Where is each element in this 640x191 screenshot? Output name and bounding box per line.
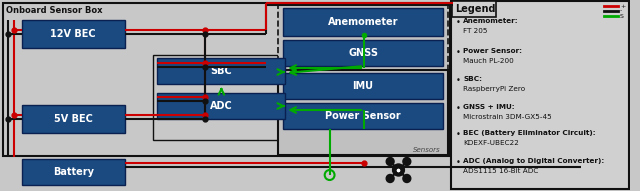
- Text: •: •: [456, 18, 460, 27]
- Circle shape: [386, 158, 394, 166]
- Text: 5V BEC: 5V BEC: [54, 114, 93, 124]
- Bar: [284, 103, 443, 129]
- Text: •: •: [456, 130, 460, 139]
- Text: Power Sensor: Power Sensor: [325, 111, 401, 121]
- Text: +: +: [620, 3, 625, 9]
- Bar: [3, 3, 450, 156]
- Bar: [278, 5, 448, 155]
- Text: SBC:: SBC:: [463, 76, 483, 82]
- Text: •: •: [456, 76, 460, 85]
- Circle shape: [403, 158, 411, 166]
- Bar: [284, 8, 443, 36]
- Text: 12V BEC: 12V BEC: [51, 29, 96, 39]
- Text: KDEXF-UBEC22: KDEXF-UBEC22: [463, 140, 519, 146]
- Text: RaspberryPi Zero: RaspberryPi Zero: [463, 86, 525, 92]
- Circle shape: [392, 164, 404, 176]
- Text: ADC: ADC: [210, 101, 233, 111]
- Text: Sensors: Sensors: [413, 147, 441, 153]
- Text: ADS1115 16-Bit ADC: ADS1115 16-Bit ADC: [463, 168, 539, 174]
- Bar: [152, 55, 291, 140]
- Text: -: -: [620, 9, 622, 14]
- Circle shape: [403, 175, 411, 182]
- Text: GNSS: GNSS: [348, 48, 378, 58]
- Text: Anemometer:: Anemometer:: [463, 18, 519, 24]
- Circle shape: [386, 175, 394, 182]
- Bar: [22, 105, 125, 133]
- Text: SBC: SBC: [211, 66, 232, 76]
- Text: Power Sensor:: Power Sensor:: [463, 48, 522, 54]
- Bar: [22, 20, 125, 48]
- Bar: [22, 159, 125, 185]
- Bar: [284, 73, 443, 99]
- Text: •: •: [456, 158, 460, 167]
- Bar: [451, 1, 628, 189]
- Bar: [284, 40, 443, 66]
- Text: FT 205: FT 205: [463, 28, 488, 34]
- Text: BEC (Battery Eliminator Circuit):: BEC (Battery Eliminator Circuit):: [463, 130, 596, 136]
- Text: IMU: IMU: [353, 81, 374, 91]
- Text: S: S: [620, 14, 624, 19]
- Text: •: •: [456, 48, 460, 57]
- Text: Onboard Sensor Box: Onboard Sensor Box: [6, 6, 102, 15]
- Bar: [157, 58, 285, 84]
- Text: ADC (Analog to Digital Converter):: ADC (Analog to Digital Converter):: [463, 158, 605, 164]
- Bar: [157, 93, 285, 119]
- Text: Microstrain 3DM-GX5-45: Microstrain 3DM-GX5-45: [463, 114, 552, 120]
- Bar: [278, 70, 448, 155]
- Text: •: •: [456, 104, 460, 113]
- Text: Legend: Legend: [456, 4, 496, 14]
- Text: GNSS + IMU:: GNSS + IMU:: [463, 104, 515, 110]
- Text: Mauch PL-200: Mauch PL-200: [463, 58, 514, 64]
- Bar: [452, 1, 496, 17]
- Text: Battery: Battery: [53, 167, 94, 177]
- Text: Anemometer: Anemometer: [328, 17, 398, 27]
